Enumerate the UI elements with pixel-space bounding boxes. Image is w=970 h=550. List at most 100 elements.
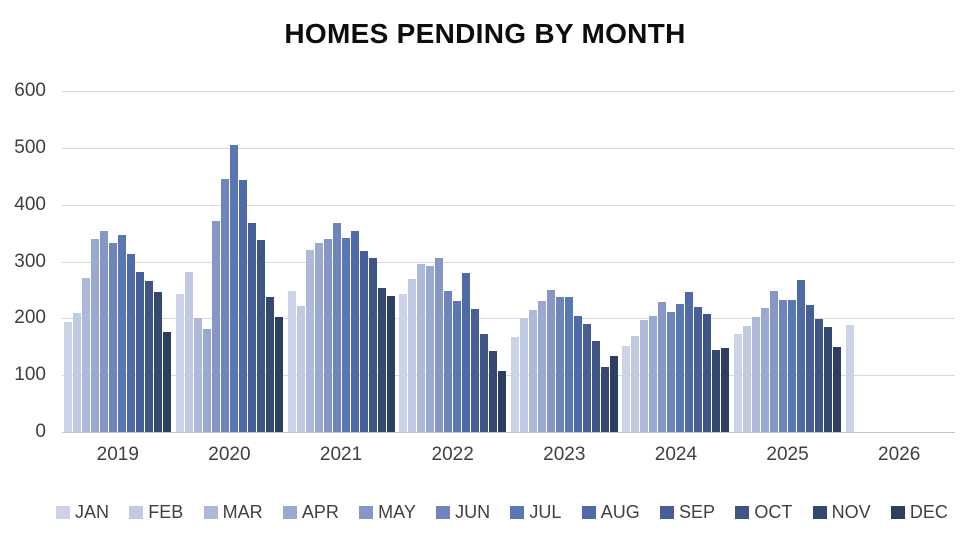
year-group-2023 xyxy=(509,91,621,432)
bar-2020-dec xyxy=(274,316,283,432)
y-tick-0: 0 xyxy=(35,421,46,442)
bar-2026-jan xyxy=(845,325,854,432)
bar-2019-sep xyxy=(136,272,145,432)
bar-2024-nov xyxy=(712,349,721,432)
bar-2024-mar xyxy=(640,320,649,432)
bar-2021-jan xyxy=(287,291,296,432)
bar-2021-apr xyxy=(314,243,323,432)
bar-2020-apr xyxy=(202,328,211,432)
bar-2021-dec xyxy=(386,295,395,432)
legend-label-sep: SEP xyxy=(679,502,716,522)
bar-2021-jun xyxy=(332,222,341,432)
bar-2022-feb xyxy=(408,278,417,432)
year-group-2026 xyxy=(843,91,955,432)
bar-2024-oct xyxy=(703,314,712,432)
legend-swatch-apr xyxy=(282,506,297,519)
bar-2021-feb xyxy=(296,305,305,432)
legend-swatch-oct xyxy=(735,506,750,519)
bar-2021-may xyxy=(323,238,332,432)
legend-swatch-dec xyxy=(890,506,905,519)
legend-label-may: MAY xyxy=(378,502,416,522)
bar-2024-feb xyxy=(631,335,640,432)
bar-2020-nov xyxy=(265,297,274,432)
bar-2022-aug xyxy=(462,272,471,432)
chart-title: HOMES PENDING BY MONTH xyxy=(284,18,686,49)
legend-item-nov: NOV xyxy=(812,502,871,523)
bar-2024-jan xyxy=(622,346,631,432)
legend-item-oct: OCT xyxy=(735,502,792,523)
bar-2021-nov xyxy=(377,287,386,432)
legend-label-jul: JUL xyxy=(529,502,562,522)
legend: JAN FEB MAR APR MAY JUN JUL AUG SEP OCT NOV DEC xyxy=(56,502,948,523)
legend-item-jan: JAN xyxy=(56,502,109,523)
bar-2019-jul xyxy=(118,234,127,432)
legend-item-may: MAY xyxy=(359,502,416,523)
year-group-2021 xyxy=(285,91,397,432)
legend-swatch-jan xyxy=(56,506,70,519)
legend-item-sep: SEP xyxy=(660,502,715,523)
bar-2023-feb xyxy=(519,318,528,432)
bar-groups xyxy=(62,91,955,432)
bar-2023-dec xyxy=(609,356,618,432)
bar-2021-mar xyxy=(305,250,314,432)
y-tick-500: 500 xyxy=(14,136,46,158)
x-label-2025: 2025 xyxy=(766,444,809,465)
legend-swatch-sep xyxy=(660,506,674,519)
bar-2020-feb xyxy=(184,272,193,432)
bar-2021-sep xyxy=(359,251,368,432)
legend-label-feb: FEB xyxy=(148,502,184,522)
legend-swatch-jul xyxy=(510,506,525,519)
bar-2022-apr xyxy=(426,266,435,432)
bar-2019-apr xyxy=(91,238,100,432)
gridline-0 xyxy=(62,432,955,433)
bar-2019-jun xyxy=(109,243,118,432)
y-tick-100: 100 xyxy=(14,364,46,386)
bar-2020-jan xyxy=(175,293,184,432)
legend-swatch-mar xyxy=(203,506,218,519)
bar-2024-aug xyxy=(685,291,694,432)
bar-2025-dec xyxy=(833,347,842,432)
legend-label-oct: OCT xyxy=(754,502,793,522)
bar-2019-feb xyxy=(73,312,82,432)
bar-2024-jul xyxy=(676,303,685,432)
bar-2022-nov xyxy=(489,351,498,432)
x-label-2020: 2020 xyxy=(208,444,251,465)
bar-2021-oct xyxy=(368,257,377,432)
y-tick-300: 300 xyxy=(14,250,46,272)
gridline-600 xyxy=(62,91,955,92)
bar-2019-dec xyxy=(163,331,172,432)
bar-2022-jan xyxy=(399,294,408,432)
gridline-200 xyxy=(62,318,955,320)
plot-area xyxy=(62,91,955,433)
legend-label-apr: APR xyxy=(301,502,339,522)
legend-swatch-nov xyxy=(812,506,827,519)
legend-item-aug: AUG xyxy=(581,502,640,523)
x-label-2019: 2019 xyxy=(96,444,139,465)
gridline-500 xyxy=(62,147,955,149)
bar-2021-jul xyxy=(341,238,350,432)
bar-2019-mar xyxy=(82,277,91,432)
bar-2020-mar xyxy=(193,318,202,432)
bar-2023-sep xyxy=(582,324,591,432)
bar-2024-sep xyxy=(694,306,703,432)
x-label-2024: 2024 xyxy=(654,444,698,465)
year-group-2020 xyxy=(174,91,286,432)
bar-2024-apr xyxy=(649,315,658,432)
bar-2025-jul xyxy=(788,299,797,432)
bar-2023-aug xyxy=(573,315,582,432)
bar-2022-mar xyxy=(417,264,426,432)
bar-2021-aug xyxy=(350,231,359,432)
bar-2023-jul xyxy=(564,296,573,432)
bar-2024-dec xyxy=(721,348,730,432)
legend-label-nov: NOV xyxy=(831,502,871,522)
year-group-2019 xyxy=(62,91,174,432)
y-axis: 0 100 200 300 400 500 600 xyxy=(0,80,52,442)
bar-2025-jan xyxy=(734,334,743,432)
bar-2020-jul xyxy=(229,145,238,432)
y-tick-400: 400 xyxy=(14,193,46,215)
legend-swatch-jun xyxy=(436,506,451,519)
bar-2024-jun xyxy=(667,312,676,432)
legend-label-jan: JAN xyxy=(75,502,110,522)
bar-2023-jan xyxy=(510,336,519,432)
